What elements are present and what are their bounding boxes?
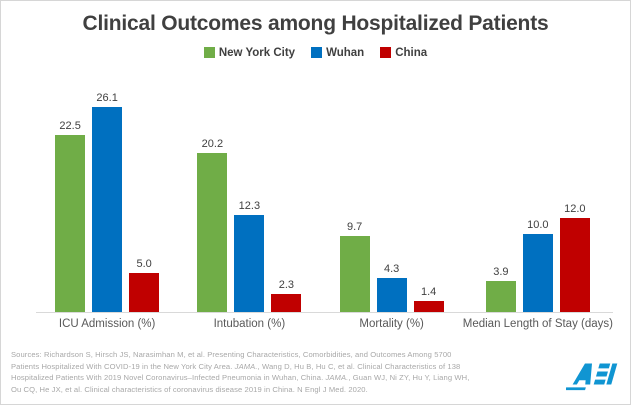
legend-item-label: China (395, 46, 428, 59)
bar-with-label: 10.0 (522, 218, 553, 312)
category-axis-label: Mortality (%) (359, 318, 424, 330)
data-label: 5.0 (136, 257, 152, 270)
legend-swatch-icon (311, 47, 323, 58)
legend-swatch-icon (203, 47, 215, 58)
category-group: 20.2 12.3 2.3 Intubation (%) (178, 66, 321, 330)
data-label: 9.7 (346, 220, 363, 233)
legend: New York City Wuhan China (1, 45, 630, 60)
bar-new-york-city (339, 235, 370, 312)
aei-logo (566, 362, 618, 393)
bar-wuhan (522, 233, 553, 312)
bars-row: 20.2 12.3 2.3 (178, 66, 321, 313)
category-group: 9.7 4.3 1.4 Mortality (%) (320, 66, 463, 330)
data-label: 22.5 (59, 120, 81, 133)
data-label: 12.0 (564, 202, 586, 215)
bar-china (271, 293, 302, 312)
bars-row: 9.7 4.3 1.4 (320, 66, 463, 313)
bar-china (129, 272, 160, 312)
bar-with-label: 12.0 (559, 202, 590, 312)
bar-with-label: 12.3 (234, 200, 265, 312)
bars-row: 22.5 26.1 5.0 (36, 66, 179, 313)
category-group: 22.5 26.1 5.0 ICU Admission (%) (36, 66, 179, 330)
source-line: Hospitalized Patients With 2019 Novel Co… (11, 373, 470, 382)
legend-item: New York City (203, 46, 296, 59)
source-line: Patients Hospitalized With COVID-19 in t… (11, 361, 461, 371)
bar-with-label: 3.9 (485, 266, 516, 312)
bar-new-york-city (55, 135, 86, 312)
bar-with-label: 2.3 (271, 278, 302, 312)
bar-with-label: 26.1 (92, 92, 123, 312)
data-label: 12.3 (238, 200, 261, 213)
data-label: 10.0 (527, 218, 549, 231)
bar-china (413, 301, 444, 312)
bar-with-label: 22.5 (55, 120, 86, 312)
category-axis-label: Median Length of Stay (days) (462, 318, 613, 330)
data-label: 2.3 (278, 278, 295, 291)
plot-area: 22.5 26.1 5.0 ICU Admission (%) 20.2 12.3 2.3 I… (36, 66, 613, 330)
bar-wuhan (234, 215, 265, 312)
bar-wuhan (92, 107, 123, 312)
legend-item-label: New York City (218, 46, 296, 59)
source-line: Ou CQ, He JX, et al. Clinical characteri… (11, 384, 368, 394)
legend-swatch-icon (380, 47, 392, 58)
bar-with-label: 9.7 (339, 220, 370, 312)
source-citation: Sources: Richardson S, Hirsch JS, Narasi… (11, 349, 511, 395)
data-label: 20.2 (201, 138, 224, 151)
legend-item: Wuhan (311, 47, 364, 59)
bar-with-label: 20.2 (197, 138, 228, 312)
chart-title: Clinical Outcomes among Hospitalized Pat… (82, 12, 549, 35)
bar-with-label: 5.0 (129, 257, 160, 312)
data-label: 3.9 (493, 266, 509, 279)
legend-item-label: Wuhan (326, 46, 365, 59)
category-group: 3.9 10.0 12.0 Median Length of Stay (days) (462, 66, 613, 330)
data-label: 4.3 (383, 263, 400, 276)
bars-row: 3.9 10.0 12.0 (462, 66, 613, 313)
legend-item: China (380, 47, 427, 59)
source-line: Sources: Richardson S, Hirsch JS, Narasi… (11, 350, 452, 359)
aei-logo-icon (566, 363, 618, 391)
category-axis-label: ICU Admission (%) (58, 318, 156, 330)
category-axis-label: Intubation (%) (213, 318, 286, 330)
bar-with-label: 4.3 (376, 263, 407, 312)
bar-wuhan (376, 278, 407, 312)
data-label: 26.1 (96, 92, 118, 104)
bar-new-york-city (197, 153, 228, 312)
bar-with-label: 1.4 (413, 286, 444, 312)
bar-china (559, 217, 590, 312)
data-label: 1.4 (420, 286, 437, 298)
bar-new-york-city (485, 281, 516, 312)
